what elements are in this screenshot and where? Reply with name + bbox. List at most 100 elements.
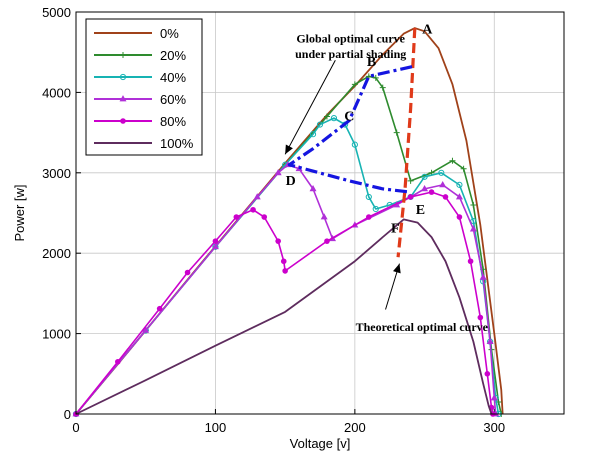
data-point bbox=[351, 81, 358, 88]
data-point bbox=[470, 217, 477, 225]
data-point bbox=[490, 394, 498, 401]
y-tick-label: 3000 bbox=[42, 166, 71, 181]
data-point bbox=[253, 193, 261, 200]
data-point bbox=[469, 225, 477, 232]
annotation-label: D bbox=[286, 174, 296, 189]
x-tick-label: 0 bbox=[72, 420, 79, 435]
data-point bbox=[309, 185, 317, 192]
legend-item: 100% bbox=[94, 136, 194, 151]
annotation-label: Global optimal curve bbox=[296, 32, 405, 46]
data-point bbox=[372, 74, 379, 81]
data-point bbox=[261, 214, 268, 220]
data-point bbox=[449, 157, 456, 164]
annotation-label: F bbox=[391, 221, 400, 236]
y-tick-labels: 0 1000 2000 3000 4000 5000 bbox=[42, 5, 71, 422]
x-tick-label: 200 bbox=[344, 420, 366, 435]
data-point bbox=[428, 189, 435, 195]
legend-box bbox=[85, 18, 203, 156]
data-point bbox=[351, 141, 358, 148]
arrow-head bbox=[393, 263, 401, 274]
annotation-label: E bbox=[416, 203, 425, 218]
annotation-label: B bbox=[367, 55, 376, 70]
legend-item: 20% bbox=[94, 48, 186, 63]
annotation-label: C bbox=[344, 110, 354, 125]
legend-marker bbox=[120, 52, 126, 58]
data-point bbox=[323, 113, 330, 120]
data-point bbox=[421, 185, 429, 192]
annotation-label: A bbox=[422, 23, 433, 38]
data-point bbox=[250, 206, 256, 213]
data-point bbox=[366, 214, 372, 220]
data-point bbox=[467, 258, 474, 265]
overlay-curves bbox=[284, 27, 417, 310]
data-point bbox=[142, 326, 150, 333]
data-point bbox=[486, 337, 494, 345]
x-tick-label: 100 bbox=[205, 420, 227, 435]
data-point bbox=[477, 314, 484, 321]
legend-item: 0% bbox=[94, 26, 179, 41]
annotation-label: under partial shading bbox=[295, 47, 406, 61]
data-point bbox=[442, 194, 449, 200]
data-point bbox=[421, 173, 428, 180]
legend: 0% 20% 40% 60% 80% 100% bbox=[85, 18, 203, 156]
data-point bbox=[460, 165, 467, 172]
data-point bbox=[456, 214, 463, 220]
data-point bbox=[438, 169, 445, 176]
y-tick-label: 5000 bbox=[42, 5, 71, 20]
series-4 bbox=[73, 189, 496, 417]
data-point bbox=[184, 269, 191, 276]
legend-marker bbox=[119, 73, 127, 81]
data-point bbox=[324, 238, 330, 244]
data-point bbox=[470, 201, 477, 208]
legend-item: 40% bbox=[94, 70, 186, 85]
series-line bbox=[75, 218, 493, 415]
annotation-arrow bbox=[284, 60, 336, 155]
data-point bbox=[115, 358, 121, 365]
data-point bbox=[330, 115, 338, 122]
plot-frame bbox=[75, 11, 565, 415]
data-point bbox=[456, 181, 463, 188]
data-point bbox=[320, 213, 328, 220]
data-point bbox=[275, 238, 281, 244]
data-point bbox=[211, 242, 219, 250]
legend-item: 80% bbox=[94, 114, 186, 129]
global-optimal-curve bbox=[287, 65, 413, 194]
x-tick-labels: 0 100 200 300 bbox=[72, 420, 505, 435]
data-point bbox=[316, 121, 324, 128]
data-point bbox=[393, 129, 400, 136]
legend-item: 60% bbox=[94, 92, 186, 107]
series-5 bbox=[75, 218, 493, 415]
data-point bbox=[156, 305, 163, 312]
arrow-head bbox=[285, 144, 293, 155]
x-tick-label: 300 bbox=[483, 420, 505, 435]
data-point bbox=[365, 193, 372, 201]
data-point bbox=[484, 371, 491, 377]
data-point bbox=[282, 268, 288, 274]
data-point bbox=[212, 238, 219, 244]
data-point bbox=[379, 84, 386, 91]
data-point bbox=[455, 193, 463, 200]
data-point bbox=[479, 273, 487, 280]
data-point bbox=[280, 258, 287, 265]
series-line bbox=[75, 191, 494, 415]
legend-marker bbox=[119, 95, 127, 102]
annotation-label: Theoretical optimal curve bbox=[356, 320, 489, 334]
theoretical-optimal-curve bbox=[396, 27, 417, 258]
data-point bbox=[372, 205, 379, 213]
y-tick-label: 4000 bbox=[42, 85, 71, 100]
legend-label: 80% bbox=[160, 114, 186, 129]
y-tick-label: 1000 bbox=[42, 327, 71, 342]
series-lines bbox=[72, 27, 505, 418]
legend-marker bbox=[120, 118, 126, 124]
legend-label: 60% bbox=[160, 92, 186, 107]
legend-label: 0% bbox=[160, 26, 179, 41]
legend-label: 40% bbox=[160, 70, 186, 85]
y-axis-label: Power [w] bbox=[12, 184, 27, 241]
data-point bbox=[309, 131, 317, 138]
legend-label: 20% bbox=[160, 48, 186, 63]
x-axis-label: Voltage [v] bbox=[290, 436, 351, 451]
legend-label: 100% bbox=[160, 136, 194, 151]
data-point bbox=[407, 194, 414, 200]
